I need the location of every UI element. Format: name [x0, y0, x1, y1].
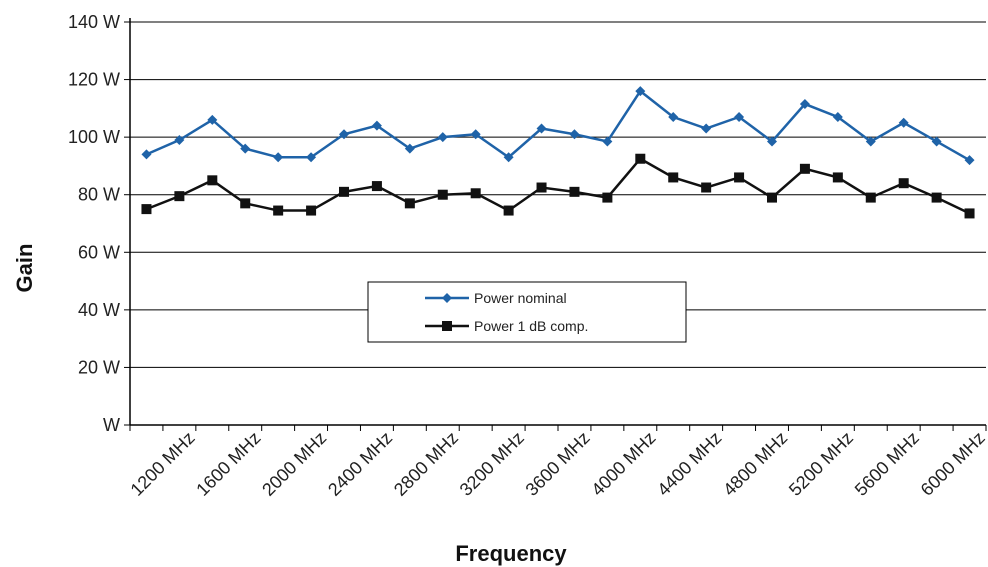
data-point	[141, 149, 152, 160]
data-point	[931, 192, 942, 203]
series-line	[145, 89, 971, 162]
data-point	[799, 99, 810, 110]
data-point	[536, 182, 547, 193]
y-tick-label: 60 W	[78, 242, 120, 262]
data-point	[207, 114, 218, 125]
data-point	[536, 123, 547, 134]
y-tick-label: 80 W	[78, 185, 120, 205]
x-tick-label: 2000 MHz	[258, 428, 330, 500]
data-point	[437, 132, 448, 143]
data-point	[898, 178, 909, 189]
data-point	[767, 136, 777, 147]
y-tick-label: 20 W	[78, 357, 120, 377]
data-point	[668, 172, 679, 183]
data-point	[437, 189, 448, 200]
y-tick-label: W	[103, 415, 120, 435]
y-tick-labels: W 20 W 40 W 60 W 80 W 100 W 120 W 140 W	[68, 12, 120, 435]
grid-lines	[130, 21, 986, 368]
data-point	[701, 182, 712, 193]
legend-entry: Power nominal	[425, 290, 567, 306]
data-point	[404, 198, 415, 209]
data-point	[503, 152, 514, 163]
data-point	[668, 111, 679, 122]
data-point	[339, 129, 349, 140]
data-point	[240, 198, 251, 209]
data-point	[371, 181, 382, 192]
data-point	[569, 129, 580, 140]
data-point	[306, 152, 317, 163]
y-tick-label: 120 W	[68, 70, 120, 90]
data-point	[240, 143, 251, 154]
x-tick-label: 3600 MHz	[522, 428, 594, 500]
data-point	[371, 120, 382, 131]
x-tick-label: 6000 MHz	[917, 428, 988, 500]
x-tick-label: 4800 MHz	[719, 428, 791, 500]
x-tick-label: 5200 MHz	[785, 428, 857, 500]
data-point	[273, 205, 284, 216]
data-point	[931, 136, 942, 147]
legend-box	[367, 281, 687, 343]
legend-entry: Power 1 dB comp.	[425, 318, 588, 334]
axes	[124, 18, 987, 431]
data-point	[306, 205, 317, 216]
x-tick-label: 5600 MHz	[851, 428, 923, 500]
data-point	[865, 192, 876, 203]
legend-label: Power 1 dB comp.	[474, 318, 588, 334]
data-point	[964, 155, 975, 166]
data-point	[799, 163, 810, 174]
legend-marker	[442, 293, 452, 303]
y-tick-label: 100 W	[68, 127, 120, 147]
data-point	[207, 175, 218, 186]
legend-label: Power nominal	[474, 290, 567, 306]
x-axis-title: Frequency	[455, 541, 567, 566]
data-point	[273, 152, 284, 163]
data-point	[569, 186, 580, 197]
data-point	[767, 192, 777, 203]
data-point	[339, 186, 349, 197]
data-point	[701, 123, 712, 134]
data-point	[174, 135, 185, 146]
series-power-nominal	[141, 86, 975, 166]
data-point	[898, 117, 909, 128]
series-lines	[141, 86, 975, 219]
legend-items: Power nominal Power 1 dB comp.	[425, 290, 588, 334]
data-point	[734, 172, 745, 183]
y-tick-label: 40 W	[78, 300, 120, 320]
y-tick-label: 140 W	[68, 12, 120, 32]
x-tick-label: 2800 MHz	[390, 428, 462, 500]
data-point	[635, 153, 646, 164]
y-axis-title: Gain	[12, 244, 37, 293]
x-tick-label: 2400 MHz	[324, 428, 396, 500]
series-power-1db-comp	[141, 153, 975, 219]
data-point	[470, 129, 481, 140]
data-point	[602, 192, 613, 203]
data-point	[602, 136, 613, 147]
data-point	[832, 111, 843, 122]
data-point	[734, 111, 745, 122]
data-point	[635, 86, 646, 97]
x-tick-label: 4400 MHz	[653, 428, 725, 500]
data-point	[503, 205, 514, 216]
data-point	[141, 204, 152, 215]
x-tick-label: 4000 MHz	[587, 428, 659, 500]
series-line	[146, 157, 971, 215]
x-tick-label: 3200 MHz	[456, 428, 528, 500]
x-tick-label: 1600 MHz	[192, 428, 264, 500]
legend: Power nominal Power 1 dB comp.	[367, 281, 687, 343]
legend-marker	[442, 321, 452, 331]
data-point	[174, 191, 185, 202]
data-point	[832, 172, 843, 183]
x-tick-label: 1200 MHz	[127, 428, 199, 500]
data-point	[404, 143, 415, 154]
data-point	[865, 136, 876, 147]
data-point	[964, 208, 975, 219]
data-point	[470, 188, 481, 199]
